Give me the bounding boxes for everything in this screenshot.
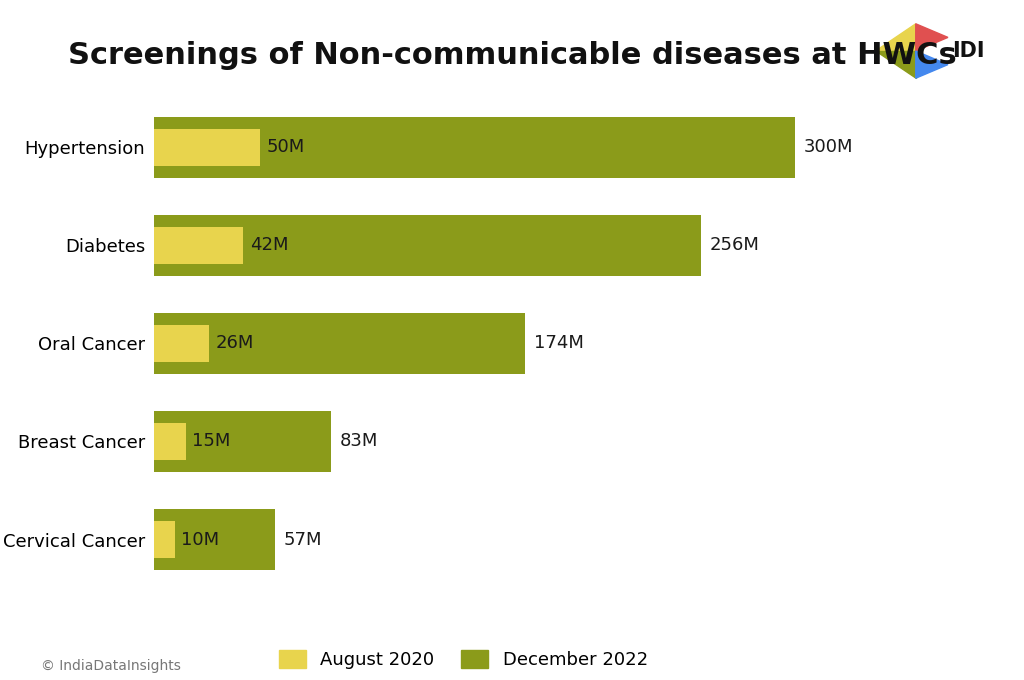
Text: 50M: 50M: [267, 138, 305, 156]
Text: 57M: 57M: [284, 530, 323, 549]
Text: 10M: 10M: [181, 530, 219, 549]
Text: © IndiaDataInsights: © IndiaDataInsights: [41, 659, 181, 673]
Text: 174M: 174M: [534, 335, 584, 352]
Text: 26M: 26M: [216, 335, 254, 352]
Bar: [154, 423, 185, 460]
Bar: [154, 215, 700, 275]
Text: 15M: 15M: [193, 432, 230, 450]
Polygon shape: [915, 51, 948, 78]
Text: 42M: 42M: [250, 237, 289, 254]
Polygon shape: [876, 51, 915, 78]
Legend: August 2020, December 2022: August 2020, December 2022: [271, 643, 655, 677]
Polygon shape: [876, 24, 915, 51]
Text: Screenings of Non-communicable diseases at HWCs: Screenings of Non-communicable diseases …: [68, 41, 956, 70]
Bar: [154, 129, 260, 166]
Text: 300M: 300M: [803, 138, 853, 156]
Bar: [154, 313, 525, 374]
Bar: [154, 521, 175, 558]
Bar: [154, 411, 331, 472]
Bar: [154, 325, 209, 362]
Text: 256M: 256M: [710, 237, 759, 254]
Bar: [154, 509, 275, 570]
Text: 83M: 83M: [340, 432, 378, 450]
Polygon shape: [915, 24, 948, 51]
Bar: [154, 226, 244, 264]
Bar: [154, 117, 795, 177]
Text: IDI: IDI: [952, 41, 984, 61]
